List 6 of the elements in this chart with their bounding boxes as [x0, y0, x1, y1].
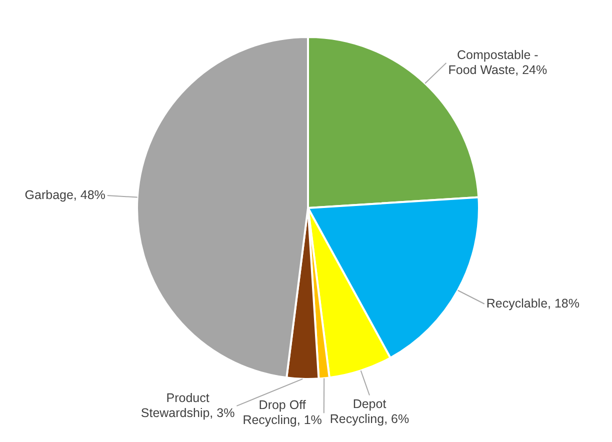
slice-label: Recyclable, 18%: [486, 296, 580, 310]
slice-label: Garbage, 48%: [24, 188, 106, 202]
slice-label: Product Stewardship, 3%: [140, 390, 235, 420]
slice-label: Compostable - Food Waste, 24%: [448, 48, 548, 77]
slice-label: Drop Off Recycling, 1%: [242, 398, 322, 428]
slice-label: Depot Recycling, 6%: [330, 397, 410, 426]
